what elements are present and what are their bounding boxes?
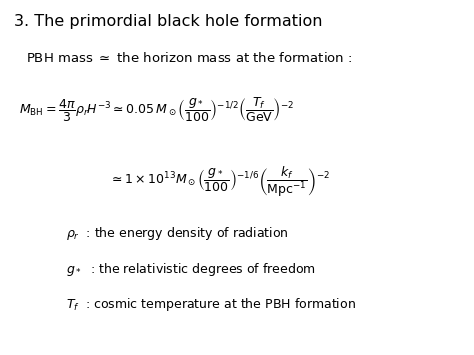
- Text: PBH mass $\simeq$ the horizon mass at the formation :: PBH mass $\simeq$ the horizon mass at th…: [26, 51, 352, 65]
- Text: $\rho_r$  : the energy density of radiation: $\rho_r$ : the energy density of radiati…: [66, 225, 289, 242]
- Text: $\simeq 1 \times 10^{13}M_\odot \left(\dfrac{g_*}{100}\right)^{-1/6} \left(\dfra: $\simeq 1 \times 10^{13}M_\odot \left(\d…: [109, 165, 330, 199]
- Text: $g_*$  : the relativistic degrees of freedom: $g_*$ : the relativistic degrees of free…: [66, 261, 316, 278]
- Text: 3. The primordial black hole formation: 3. The primordial black hole formation: [14, 14, 323, 29]
- Text: $M_{\mathrm{BH}} = \dfrac{4\pi}{3}\rho_r H^{-3} \simeq 0.05\,M_\odot \left(\dfra: $M_{\mathrm{BH}} = \dfrac{4\pi}{3}\rho_r…: [19, 96, 294, 124]
- Text: $T_f$  : cosmic temperature at the PBH formation: $T_f$ : cosmic temperature at the PBH fo…: [66, 296, 356, 313]
